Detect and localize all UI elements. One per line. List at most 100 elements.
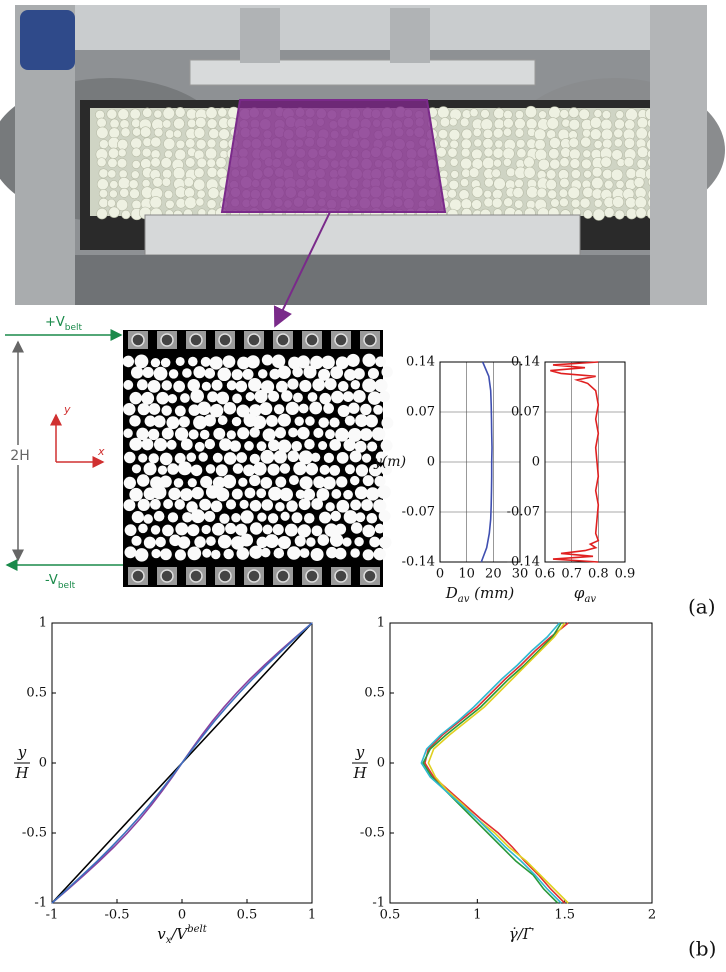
- image-particle: [287, 450, 300, 463]
- photo-particle: [130, 137, 143, 150]
- image-particle: [123, 499, 136, 512]
- photo-particle: [217, 107, 228, 118]
- photo-particle: [193, 127, 206, 139]
- image-particle: [359, 428, 373, 441]
- photo-particle: [128, 179, 139, 190]
- image-particle: [222, 355, 236, 368]
- image-particle: [175, 522, 189, 536]
- image-particle: [124, 524, 137, 537]
- photo-particle: [449, 139, 459, 150]
- image-particle: [316, 488, 330, 501]
- photo-particle: [502, 147, 515, 160]
- x-axis-label: γ̇/Γ̇: [509, 925, 534, 943]
- photo-particle: [206, 166, 218, 178]
- x-axis-label-part: belt: [187, 924, 208, 935]
- photo-particle: [117, 148, 127, 158]
- image-particle: [152, 485, 167, 500]
- image-particle: [245, 392, 255, 402]
- image-particle: [368, 463, 382, 477]
- image-particle: [148, 403, 161, 415]
- image-particle: [239, 499, 249, 509]
- image-particle: [336, 451, 349, 464]
- image-particle: [299, 379, 312, 392]
- image-particle: [350, 380, 361, 390]
- image-particle: [211, 379, 223, 391]
- y-tick-label: -0.14: [507, 555, 540, 570]
- photo-particle: [523, 166, 536, 179]
- photo-particle: [582, 149, 592, 159]
- image-particle: [274, 427, 286, 439]
- image-particle: [373, 499, 387, 513]
- photo-particle: [582, 128, 591, 138]
- photo-particle: [482, 128, 494, 140]
- image-particle: [186, 501, 198, 513]
- photo-particle: [131, 118, 141, 128]
- image-particle: [349, 450, 362, 463]
- x-axis-label: vx/Vbelt: [157, 924, 208, 946]
- image-particle: [335, 356, 349, 370]
- image-particle: [249, 453, 260, 465]
- x-axis-label-part: /V: [169, 925, 189, 943]
- image-particle: [188, 404, 201, 416]
- belt-ring: [189, 333, 203, 347]
- image-particle: [350, 548, 360, 558]
- image-particle: [148, 453, 159, 464]
- image-particle: [240, 510, 254, 524]
- image-particle: [381, 366, 393, 378]
- image-particle: [161, 380, 172, 391]
- x-tick-label: -1: [46, 908, 59, 923]
- image-particle: [279, 463, 291, 474]
- photo-particle: [568, 107, 580, 119]
- y-tick-label: 1: [377, 616, 385, 631]
- photo-particle: [195, 138, 207, 150]
- photo-particle: [160, 157, 172, 169]
- profile-line: [51, 622, 313, 904]
- photo-particle: [559, 157, 570, 168]
- schematic: 2H y x +Vbelt -Vbelt: [5, 315, 123, 591]
- photo-particle: [139, 126, 152, 138]
- photo-particle: [591, 177, 604, 190]
- photo-particle: [570, 169, 581, 179]
- image-particle: [144, 415, 156, 427]
- photo-particle: [536, 187, 548, 199]
- image-particle: [350, 522, 363, 534]
- image-particle: [211, 549, 221, 560]
- photo-particle: [161, 177, 172, 187]
- image-particle: [190, 389, 204, 403]
- photo-particle: [561, 118, 571, 128]
- image-particle: [173, 478, 184, 488]
- image-particle: [129, 415, 141, 427]
- y-tick-label: 0.5: [364, 686, 385, 701]
- photo-particle: [580, 136, 592, 148]
- image-particle: [299, 548, 310, 558]
- photo-particle: [601, 128, 613, 141]
- image-particle: [123, 380, 134, 390]
- photo-particle: [216, 167, 228, 179]
- image-particle: [354, 440, 367, 453]
- v-bottom-sub: belt: [58, 581, 76, 591]
- photo-particle: [636, 117, 649, 129]
- image-particle: [150, 525, 161, 535]
- image-particle: [207, 391, 219, 403]
- photo-particle: [174, 107, 186, 118]
- photo-particle: [450, 170, 459, 179]
- image-particle: [206, 536, 216, 546]
- y-tick-label: 0.14: [406, 355, 435, 370]
- y-tick-label: 0: [532, 455, 540, 470]
- image-particle: [326, 546, 338, 559]
- photo-particle: [460, 178, 470, 188]
- x-axis-label-part: D: [445, 584, 458, 602]
- image-particle: [273, 404, 285, 415]
- image-particle: [204, 438, 216, 450]
- photo-particle: [484, 177, 494, 188]
- photo-particle: [130, 170, 140, 180]
- x-tick-label: 0: [436, 567, 444, 582]
- image-particle: [223, 548, 234, 560]
- belt-ring: [305, 333, 319, 347]
- photo-particle: [448, 179, 459, 191]
- image-particle: [182, 368, 192, 378]
- photo-particle: [173, 129, 182, 139]
- image-particle: [236, 404, 250, 418]
- image-particle: [350, 475, 360, 486]
- photo-particle: [449, 157, 459, 167]
